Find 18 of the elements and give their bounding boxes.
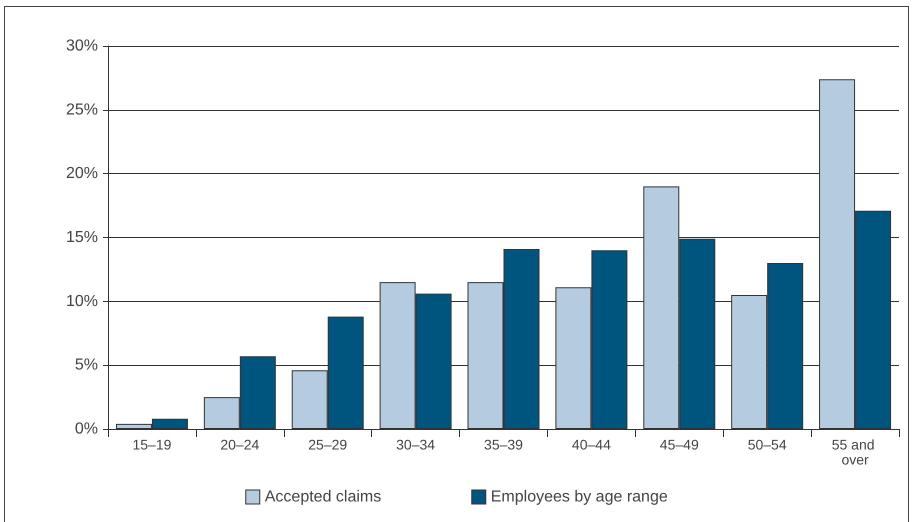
x-tick-label: 30–34 xyxy=(396,436,436,452)
x-tick-label: 20–24 xyxy=(220,436,260,452)
legend-label: Accepted claims xyxy=(264,488,382,506)
x-tick-label: 50–54 xyxy=(748,436,787,452)
legend-label: Employees by age range xyxy=(490,488,668,506)
y-tick-label: 30% xyxy=(66,38,98,54)
x-tick-label: 45–49 xyxy=(660,436,699,452)
y-tick-label: 5% xyxy=(74,356,98,374)
y-tick-label: 0% xyxy=(74,420,98,438)
x-tick-label: 40–44 xyxy=(572,436,612,452)
y-tick-label: 10% xyxy=(66,292,98,310)
y-tick-label: 25% xyxy=(66,101,98,118)
x-tick-label: 55 and over xyxy=(832,436,878,468)
y-tick-label: 15% xyxy=(66,229,98,246)
x-tick-label: 35–39 xyxy=(484,436,524,452)
x-tick-label: 15–19 xyxy=(132,436,172,452)
y-tick-label: 20% xyxy=(66,165,98,182)
x-tick-label: 25–29 xyxy=(308,436,348,452)
